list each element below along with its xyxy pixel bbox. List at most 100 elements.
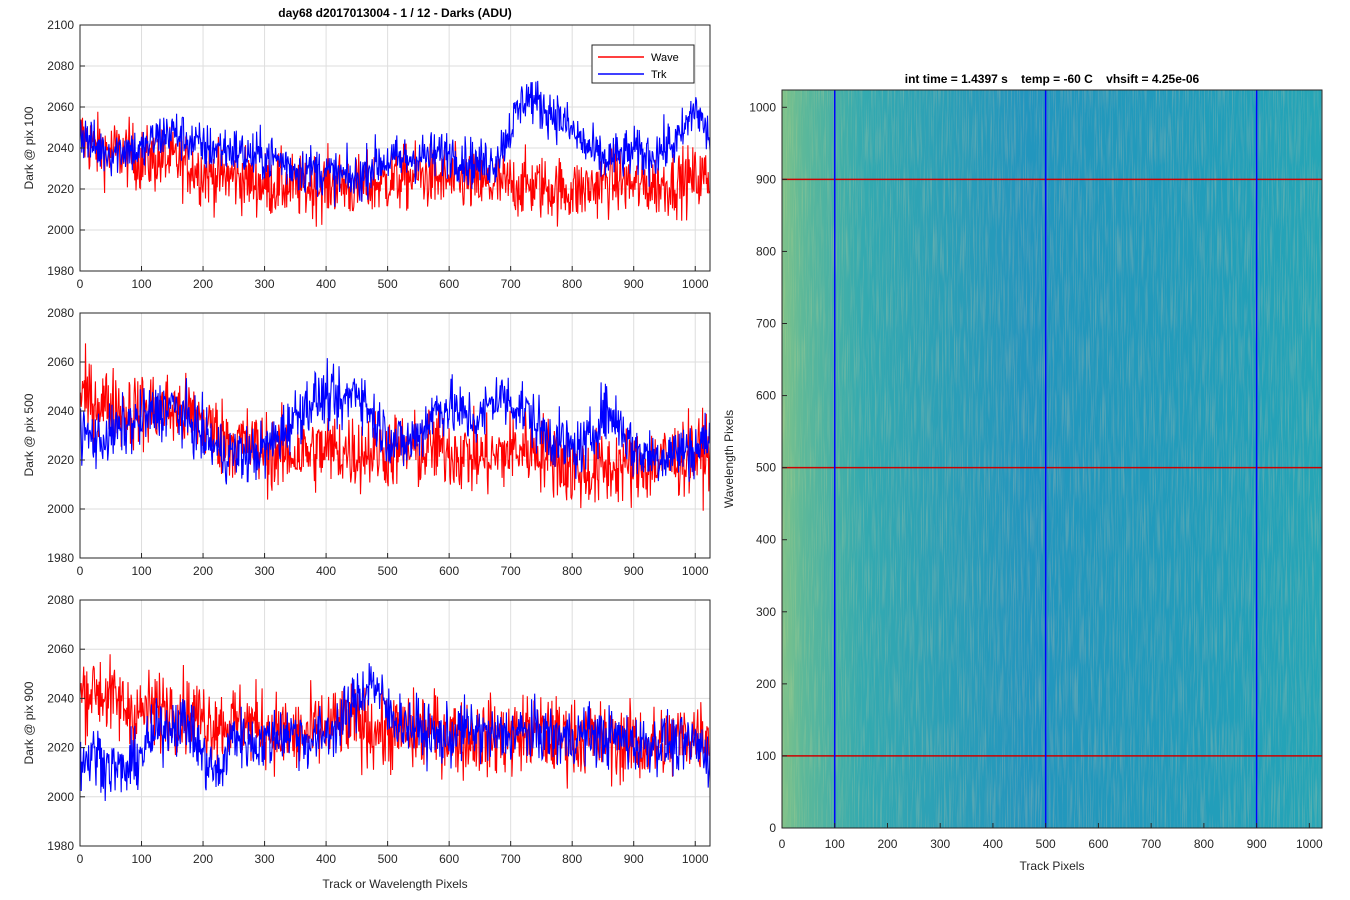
ylabel-middle: Dark @ pix 500 — [22, 393, 36, 476]
tick-label-x: 600 — [439, 852, 459, 866]
tick-label-y: 2040 — [47, 691, 74, 705]
axes-box-middle — [79, 312, 711, 559]
tick-label-y: 800 — [756, 244, 776, 258]
tick-label-x: 400 — [316, 564, 336, 578]
tick-label-x: 300 — [930, 837, 950, 851]
tick-label-x: 600 — [439, 277, 459, 291]
tick-label-x: 0 — [779, 837, 786, 851]
tick-label-y: 600 — [756, 389, 776, 403]
tick-label-y: 2080 — [47, 59, 74, 73]
series-group-bottom — [80, 654, 710, 802]
xlabel-image: Track Pixels — [1020, 859, 1085, 873]
tick-label-x: 100 — [132, 852, 152, 866]
tick-label-y: 900 — [756, 172, 776, 186]
heatmap-markers — [782, 90, 1322, 828]
heatmap-texture — [782, 90, 1322, 828]
tick-label-x: 0 — [77, 564, 84, 578]
tick-label-x: 300 — [255, 277, 275, 291]
tick-label-x: 100 — [132, 277, 152, 291]
tick-label-y: 0 — [769, 821, 776, 835]
figure-title: day68 d2017013004 - 1 / 12 - Darks (ADU) — [278, 6, 511, 20]
tick-label-y: 1980 — [47, 264, 74, 278]
tick-label-y: 2060 — [47, 100, 74, 114]
tick-label-x: 400 — [983, 837, 1003, 851]
series-group-middle — [80, 343, 710, 511]
tick-label-x: 1000 — [682, 564, 709, 578]
legend: Wave Trk — [591, 44, 695, 84]
tick-label-x: 200 — [193, 564, 213, 578]
tick-label-y: 1980 — [47, 551, 74, 565]
ylabel-top: Dark @ pix 100 — [22, 106, 36, 189]
tick-label-x: 800 — [1194, 837, 1214, 851]
series-line-trk — [80, 80, 710, 207]
tick-label-x: 700 — [501, 277, 521, 291]
tick-label-x: 0 — [77, 852, 84, 866]
tick-label-x: 200 — [877, 837, 897, 851]
tick-label-x: 900 — [1247, 837, 1267, 851]
tick-label-x: 700 — [1141, 837, 1161, 851]
tick-label-x: 300 — [255, 852, 275, 866]
tick-label-x: 200 — [193, 852, 213, 866]
tick-label-y: 2000 — [47, 223, 74, 237]
panel-top: 0 100 200 300 400 500 600 700 800 900 1000 1980 2000… — [22, 18, 711, 291]
tick-label-y: 2080 — [47, 593, 74, 607]
tick-label-x: 1000 — [1296, 837, 1323, 851]
tick-label-x: 200 — [193, 277, 213, 291]
tick-label-y: 2080 — [47, 306, 74, 320]
tick-label-y: 2040 — [47, 141, 74, 155]
tick-label-x: 400 — [316, 852, 336, 866]
tick-label-x: 100 — [132, 564, 152, 578]
tick-label-x: 600 — [1088, 837, 1108, 851]
axes-box-bottom — [79, 599, 711, 847]
legend-label-wave: Wave — [651, 52, 679, 64]
tick-label-y: 300 — [756, 605, 776, 619]
tick-label-x: 300 — [255, 564, 275, 578]
tick-label-y: 2000 — [47, 502, 74, 516]
series-line-trk — [80, 358, 710, 485]
tick-label-y: 1980 — [47, 839, 74, 853]
ylabel-bottom: Dark @ pix 900 — [22, 681, 36, 764]
ticks-middle: 0 100 200 300 400 500 600 700 800 900 1000 1980 2000… — [47, 306, 709, 578]
tick-label-x: 900 — [624, 564, 644, 578]
tick-label-y: 700 — [756, 317, 776, 331]
tick-label-x: 900 — [624, 852, 644, 866]
ticks-bottom: 0 100 200 300 400 500 600 700 800 900 1000 1980 2000… — [47, 593, 709, 866]
tick-label-x: 0 — [77, 277, 84, 291]
tick-label-y: 200 — [756, 677, 776, 691]
tick-label-y: 100 — [756, 749, 776, 763]
tick-label-x: 1000 — [682, 277, 709, 291]
tick-label-y: 2020 — [47, 741, 74, 755]
tick-label-x: 1000 — [682, 852, 709, 866]
tick-label-x: 500 — [378, 277, 398, 291]
panel-image: int time = 1.4397 s temp = -60 C vhsift … — [722, 72, 1323, 873]
tick-label-x: 700 — [501, 852, 521, 866]
tick-label-y: 2020 — [47, 182, 74, 196]
series-group-top — [80, 80, 710, 227]
tick-label-y: 2040 — [47, 404, 74, 418]
tick-label-x: 800 — [562, 277, 582, 291]
xlabel-bottom: Track or Wavelength Pixels — [322, 877, 467, 891]
tick-label-y: 2000 — [47, 790, 74, 804]
tick-label-x: 800 — [562, 564, 582, 578]
axes-box-image — [781, 89, 1323, 829]
tick-label-y: 2060 — [47, 642, 74, 656]
tick-label-y: 2100 — [47, 18, 74, 32]
tick-label-y: 2020 — [47, 453, 74, 467]
ticks-top: 0 100 200 300 400 500 600 700 800 900 1000 1980 2000… — [47, 18, 709, 291]
panel-middle: 0 100 200 300 400 500 600 700 800 900 1000 1980 2000… — [22, 306, 711, 578]
ticks-image: 0 100 200 300 400 500 600 700 800 900 1000 0 100 200 3… — [749, 100, 1323, 851]
tick-label-y: 2060 — [47, 355, 74, 369]
tick-label-x: 700 — [501, 564, 521, 578]
legend-label-trk: Trk — [651, 69, 667, 81]
ylabel-image: Wavelength Pixels — [722, 410, 736, 508]
tick-label-x: 900 — [624, 277, 644, 291]
tick-label-x: 800 — [562, 852, 582, 866]
tick-label-x: 100 — [825, 837, 845, 851]
tick-label-y: 1000 — [749, 100, 776, 114]
tick-label-x: 400 — [316, 277, 336, 291]
series-line-trk — [80, 663, 710, 802]
legend-box — [591, 44, 695, 84]
tick-label-y: 400 — [756, 533, 776, 547]
tick-label-x: 500 — [378, 564, 398, 578]
